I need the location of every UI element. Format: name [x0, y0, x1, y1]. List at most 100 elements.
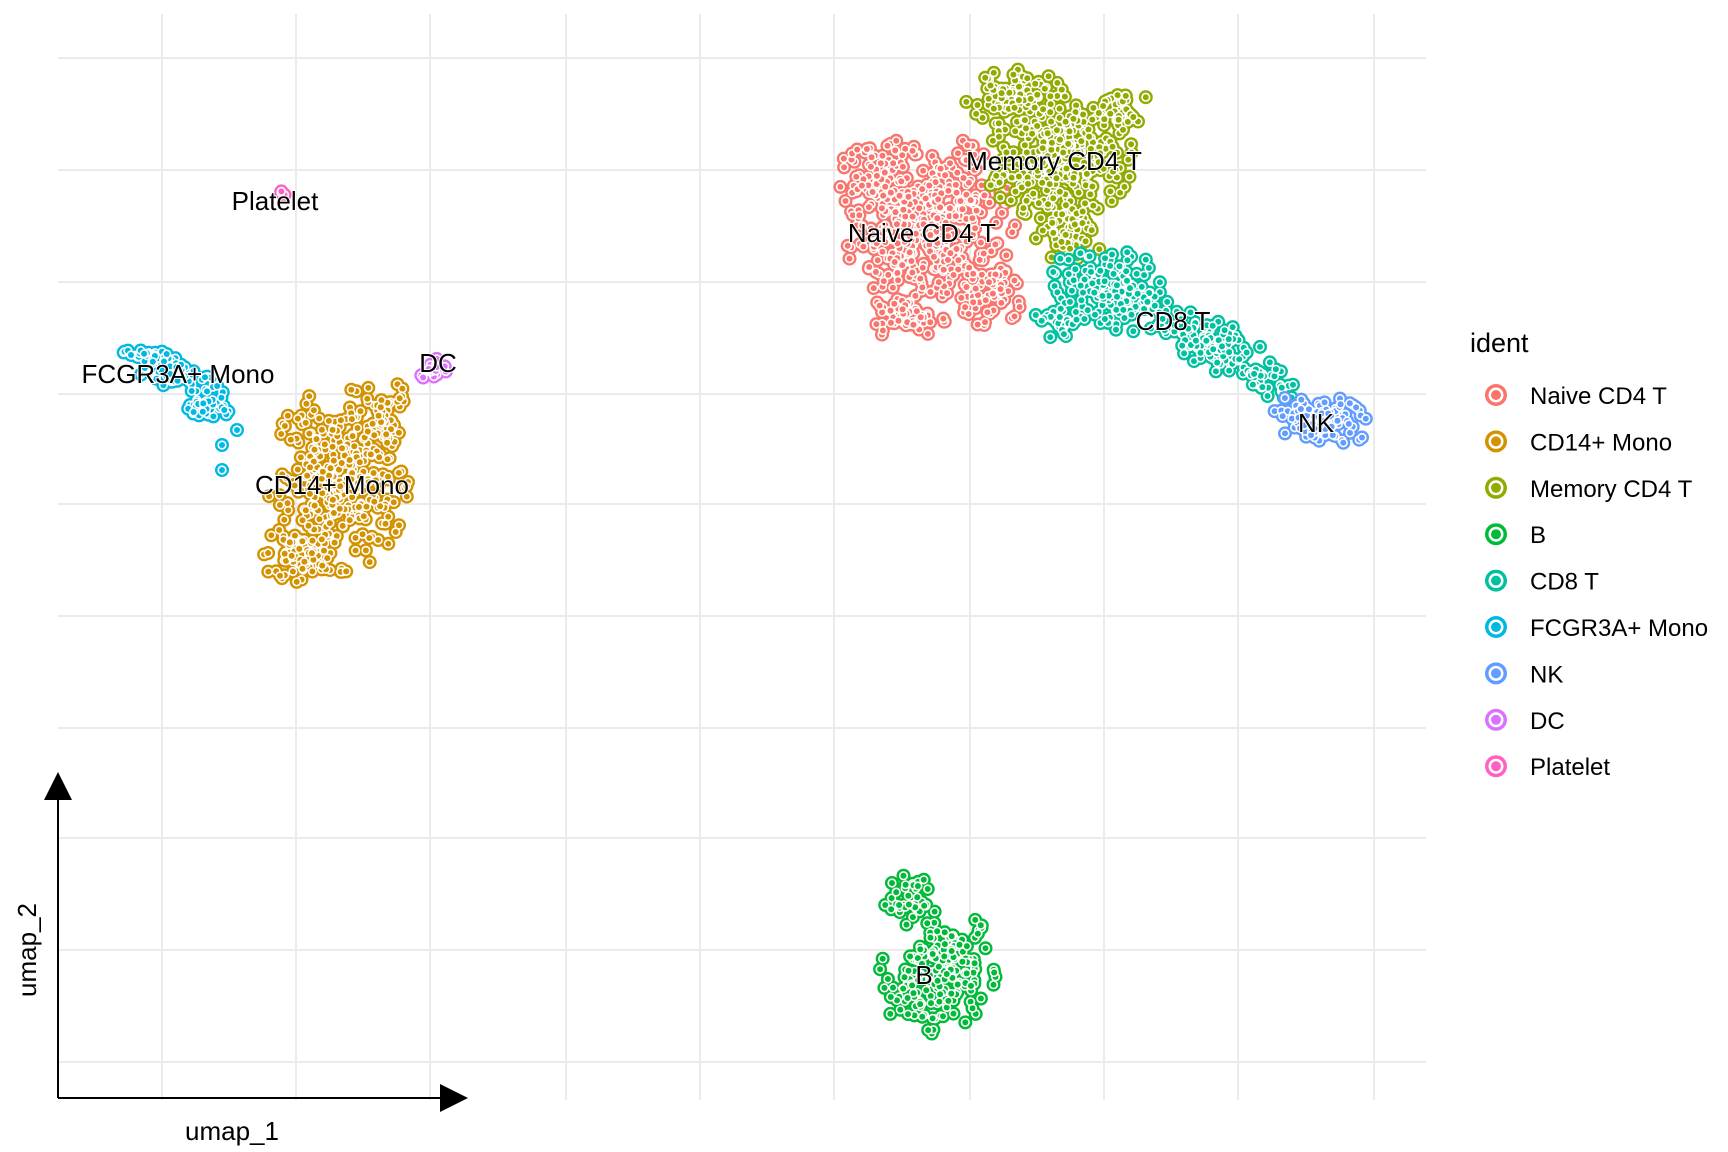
point [982, 297, 989, 304]
point [900, 206, 907, 213]
point [366, 535, 373, 541]
point [897, 1006, 904, 1013]
point [312, 475, 319, 482]
point [301, 558, 308, 565]
point [348, 416, 355, 423]
point [359, 531, 366, 538]
point [929, 1015, 936, 1022]
point [287, 436, 294, 443]
point [865, 204, 872, 211]
point [867, 163, 874, 170]
point [941, 941, 948, 948]
point [310, 556, 317, 563]
point [894, 270, 901, 276]
point [924, 330, 931, 337]
point [309, 568, 316, 575]
point [210, 413, 217, 420]
point [963, 943, 970, 950]
point [914, 883, 921, 889]
point [306, 393, 313, 400]
point [930, 253, 937, 260]
point [903, 921, 910, 928]
point [363, 503, 370, 510]
point [884, 142, 891, 149]
point [873, 321, 880, 328]
point [854, 146, 861, 153]
point [321, 547, 327, 554]
point [944, 290, 951, 297]
point [940, 266, 947, 273]
point [893, 137, 900, 144]
point [369, 420, 376, 427]
point [972, 285, 979, 292]
point [949, 974, 956, 981]
point [396, 395, 403, 402]
point [986, 279, 992, 286]
point [974, 321, 981, 328]
point [901, 974, 908, 981]
point [890, 984, 896, 991]
point [929, 951, 936, 957]
point [940, 315, 947, 322]
point [365, 384, 372, 391]
point [294, 466, 301, 473]
point [936, 998, 943, 1005]
point [1016, 304, 1023, 310]
point [905, 892, 912, 899]
point [927, 934, 934, 941]
point [947, 250, 954, 257]
point [912, 292, 919, 299]
point [299, 517, 306, 524]
point [221, 407, 228, 413]
point [920, 876, 927, 883]
point [329, 426, 336, 433]
point [899, 262, 906, 269]
point [977, 922, 984, 929]
point [889, 284, 896, 291]
point [367, 451, 374, 458]
point [305, 522, 312, 529]
point [357, 408, 364, 415]
point [219, 467, 225, 473]
point [934, 928, 941, 935]
point [873, 172, 880, 179]
point [963, 284, 970, 290]
point [910, 321, 917, 328]
point [879, 248, 886, 255]
point [935, 963, 942, 970]
point [893, 889, 900, 896]
point [988, 248, 995, 255]
point [390, 499, 397, 506]
point [879, 327, 886, 334]
point [294, 415, 301, 422]
point [919, 960, 925, 967]
point [934, 977, 941, 984]
grid-lines [58, 14, 1426, 1100]
point [385, 513, 392, 520]
point [898, 178, 905, 185]
point [948, 948, 955, 954]
point [924, 886, 931, 892]
point [962, 304, 969, 311]
point [919, 284, 926, 291]
point [928, 1000, 934, 1007]
point [331, 539, 338, 546]
point [906, 249, 913, 256]
point [881, 984, 888, 991]
point [937, 991, 944, 998]
point [953, 189, 960, 196]
point [313, 436, 320, 443]
point [281, 423, 288, 429]
point [905, 901, 912, 908]
point [895, 277, 902, 284]
point [895, 317, 902, 324]
point [969, 1005, 976, 1012]
point [309, 537, 316, 544]
point [954, 981, 961, 988]
point [885, 271, 892, 278]
point [981, 192, 988, 199]
point [926, 182, 933, 189]
point [297, 454, 304, 461]
point [319, 562, 326, 569]
